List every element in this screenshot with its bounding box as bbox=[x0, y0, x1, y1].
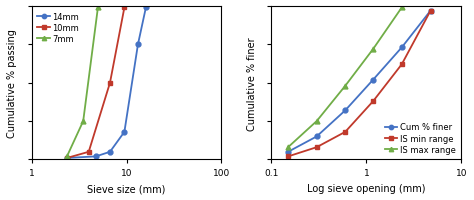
Line: IS min range: IS min range bbox=[286, 9, 433, 159]
IS min range bbox=[428, 10, 433, 13]
Y-axis label: Cumulative % passing: Cumulative % passing bbox=[7, 29, 17, 137]
Line: 14mm: 14mm bbox=[64, 6, 148, 161]
Cum % finer bbox=[428, 10, 433, 13]
7mm bbox=[81, 120, 86, 123]
IS max range bbox=[314, 120, 319, 123]
Cum % finer bbox=[399, 47, 405, 49]
IS max range bbox=[342, 85, 348, 88]
14mm bbox=[64, 157, 70, 159]
IS min range bbox=[370, 100, 376, 103]
7mm bbox=[64, 155, 70, 158]
Line: 7mm: 7mm bbox=[64, 6, 100, 159]
14mm bbox=[135, 44, 141, 46]
Legend: 14mm, 10mm, 7mm: 14mm, 10mm, 7mm bbox=[36, 11, 81, 45]
IS min range bbox=[399, 64, 405, 66]
IS max range bbox=[285, 146, 291, 149]
IS max range bbox=[399, 7, 405, 10]
IS min range bbox=[285, 155, 291, 158]
X-axis label: Log sieve opening (mm): Log sieve opening (mm) bbox=[307, 183, 426, 193]
Y-axis label: Cumulative % finer: Cumulative % finer bbox=[247, 37, 257, 130]
Cum % finer bbox=[370, 79, 376, 81]
10mm bbox=[64, 157, 70, 159]
X-axis label: Sieve size (mm): Sieve size (mm) bbox=[87, 183, 166, 193]
IS min range bbox=[342, 131, 348, 133]
Line: Cum % finer: Cum % finer bbox=[286, 9, 433, 154]
10mm bbox=[107, 82, 113, 84]
14mm bbox=[121, 131, 127, 133]
IS min range bbox=[314, 146, 319, 149]
10mm bbox=[86, 151, 91, 153]
14mm bbox=[93, 155, 99, 158]
Legend: Cum % finer, IS min range, IS max range: Cum % finer, IS min range, IS max range bbox=[383, 121, 457, 156]
Line: 10mm: 10mm bbox=[64, 6, 127, 161]
14mm bbox=[107, 151, 113, 153]
Cum % finer bbox=[314, 136, 319, 138]
10mm bbox=[121, 7, 127, 10]
Cum % finer bbox=[285, 151, 291, 153]
14mm bbox=[143, 7, 149, 10]
IS max range bbox=[370, 48, 376, 51]
Line: IS max range: IS max range bbox=[286, 6, 404, 150]
7mm bbox=[95, 7, 101, 10]
Cum % finer bbox=[342, 110, 348, 112]
